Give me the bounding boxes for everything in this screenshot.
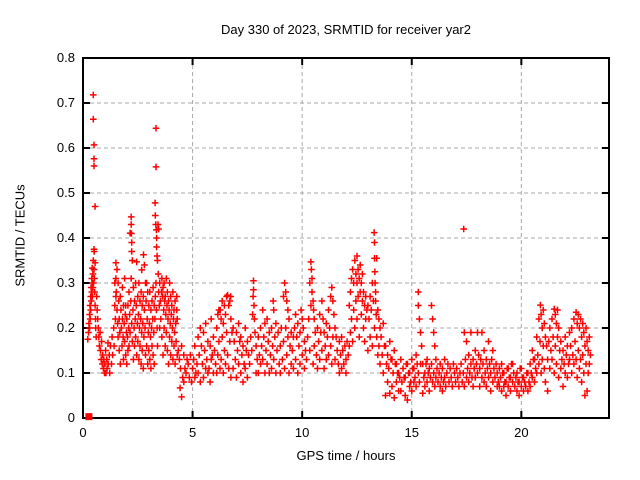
x-tick-label: 10 — [295, 425, 309, 440]
square-point-marker — [85, 413, 93, 421]
y-tick-label: 0.6 — [57, 140, 75, 155]
chart-title: Day 330 of 2023, SRMTID for receiver yar… — [221, 22, 471, 37]
y-tick-label: 0 — [68, 410, 75, 425]
y-tick-label: 0.7 — [57, 95, 75, 110]
x-tick-label: 5 — [189, 425, 196, 440]
y-tick-label: 0.1 — [57, 365, 75, 380]
x-tick-label: 0 — [79, 425, 86, 440]
x-tick-label: 15 — [405, 425, 419, 440]
y-axis-label: SRMTID / TECUs — [12, 184, 28, 287]
x-axis-label: GPS time / hours — [296, 448, 396, 463]
y-tick-label: 0.8 — [57, 50, 75, 65]
y-tick-label: 0.5 — [57, 185, 75, 200]
y-tick-label: 0.4 — [57, 230, 75, 245]
y-tick-label: 0.3 — [57, 275, 75, 290]
scatter-points — [84, 91, 594, 404]
y-tick-label: 0.2 — [57, 320, 75, 335]
x-tick-label: 20 — [514, 425, 528, 440]
